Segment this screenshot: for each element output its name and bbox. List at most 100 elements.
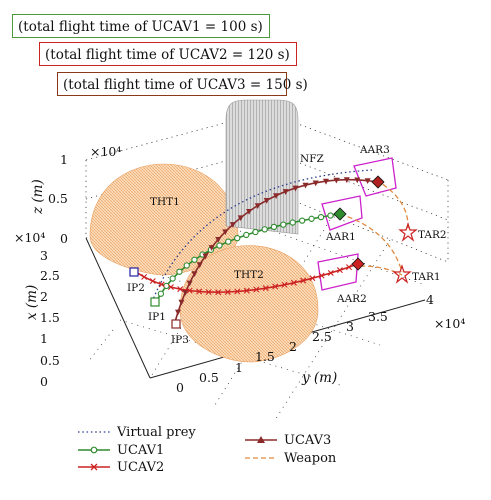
ucav1-marker — [327, 212, 334, 219]
ucav3-marker — [343, 177, 350, 184]
ucav2-marker — [318, 272, 325, 279]
ucav3-marker — [282, 189, 289, 195]
ucav2-marker — [309, 275, 316, 282]
ucav3-marker — [215, 237, 222, 243]
label-aar3: AAR3 — [359, 144, 390, 156]
x-multiplier: ×10⁴ — [14, 230, 45, 245]
tar2-star — [398, 222, 418, 242]
ucav1-marker — [289, 219, 296, 226]
ucav1-marker — [157, 290, 165, 297]
ucav2-marker — [186, 287, 193, 294]
ucav3-marker — [178, 299, 185, 306]
ucav2-marker — [327, 269, 334, 276]
ucav1-marker — [176, 268, 183, 275]
ucav1-marker — [317, 213, 325, 221]
z-tick-0: 0 — [60, 231, 68, 246]
ucav2-marker — [205, 289, 212, 296]
no-fly-zone — [225, 99, 299, 235]
y-tick-1.5: 1.5 — [255, 349, 275, 364]
ucav1-marker — [216, 242, 223, 249]
label-aar1: AAR1 — [325, 231, 356, 243]
ucav3-marker — [302, 182, 309, 189]
y-tick-3.5: 3.5 — [368, 309, 388, 324]
aar1-region — [321, 195, 363, 231]
z-tick-0.5: 0.5 — [48, 191, 68, 206]
x-tick-3: 3 — [40, 248, 48, 263]
ucav2-marker — [215, 289, 222, 296]
y-multiplier: ×10⁴ — [434, 316, 465, 331]
ucav1-marker — [280, 221, 287, 228]
ucav2-marker — [243, 287, 250, 294]
ucav2-marker — [234, 288, 241, 295]
ucav2-marker — [224, 289, 231, 295]
y-tick-4: 4 — [426, 292, 434, 307]
ucav1-marker — [243, 231, 250, 239]
ucav1-marker — [225, 238, 232, 245]
label-ip1: IP1 — [148, 311, 166, 323]
label-ip2: IP2 — [127, 282, 145, 294]
ip2-marker — [129, 267, 139, 277]
legend-label-virtual-prey: Virtual prey — [116, 425, 196, 440]
threat-tht2 — [179, 245, 319, 363]
ucav3-marker — [246, 209, 253, 215]
ucav3-marker — [196, 262, 203, 269]
ucav2-marker — [141, 273, 148, 280]
ucav2-marker — [262, 285, 269, 292]
label-tar1: TAR1 — [412, 271, 441, 283]
x-tick-2.5: 2.5 — [40, 268, 60, 283]
ucav3-marker — [333, 177, 340, 184]
ucav2-marker — [300, 277, 307, 284]
aar3-region — [353, 157, 397, 197]
ucav1-marker — [261, 226, 268, 233]
x-axis-label: x (m) — [24, 285, 40, 320]
ucav3-marker — [237, 215, 244, 222]
legend-item-virtual-prey: Virtual prey — [78, 425, 196, 440]
x-tick-2: 2 — [40, 289, 48, 304]
legend-label-ucav1: UCAV1 — [117, 443, 164, 458]
ucav2-marker — [290, 279, 297, 286]
y-tick-3: 3 — [346, 319, 354, 334]
label-aar2: AAR2 — [336, 293, 367, 305]
ucav1-marker — [308, 215, 315, 222]
ucav2-marker — [158, 281, 165, 288]
ucav2-flight-time-caption: (total flight time of UCAV2 = 120 s) — [39, 42, 297, 66]
legend: Virtual prey UCAV1 UCAV2 UCAV3 Weapon — [78, 425, 337, 475]
ucav2-marker — [336, 267, 343, 274]
ucav3-marker — [186, 280, 193, 287]
y-axis-label: y (m) — [301, 370, 337, 386]
weapon-path-1 — [339, 213, 403, 273]
ucav3-marker — [312, 180, 319, 187]
label-tht2: THT2 — [234, 269, 264, 281]
ucav1-marker — [183, 262, 190, 269]
tar1-star — [392, 264, 412, 284]
y-tick-0.5: 0.5 — [199, 370, 219, 385]
x-tick-0.5: 0.5 — [40, 353, 60, 368]
ucav1-flight-time-caption: (total flight time of UCAV1 = 100 s) — [12, 14, 270, 38]
ucav3-marker — [222, 229, 229, 236]
ucav1-marker — [252, 228, 259, 236]
aar2-region — [317, 253, 359, 291]
x-tick-0: 0 — [40, 374, 48, 389]
legend-label-ucav2: UCAV2 — [117, 460, 164, 475]
ucav2-marker — [196, 288, 203, 295]
legend-label-weapon: Weapon — [284, 451, 337, 466]
label-ip3: IP3 — [171, 334, 189, 346]
ucav2-marker — [167, 284, 174, 291]
ucav3-marker — [354, 177, 361, 184]
ucav3-marker — [229, 222, 236, 228]
ucav3-marker — [191, 271, 198, 278]
ucav1-end-marker — [333, 207, 347, 221]
ucav3-marker — [322, 178, 329, 185]
y-tick-0: 0 — [176, 380, 184, 395]
virtual-prey-path — [151, 169, 373, 303]
label-nfz: NFZ — [300, 153, 324, 165]
y-tick-2.5: 2.5 — [312, 329, 332, 344]
ip1-marker — [150, 297, 160, 307]
legend-label-ucav3: UCAV3 — [284, 433, 331, 448]
ucav1-marker — [191, 256, 198, 263]
ucav3-end-marker — [371, 175, 385, 189]
ucav2-marker — [281, 281, 288, 288]
ucav1-marker — [234, 234, 241, 242]
ip3-marker — [171, 319, 181, 329]
